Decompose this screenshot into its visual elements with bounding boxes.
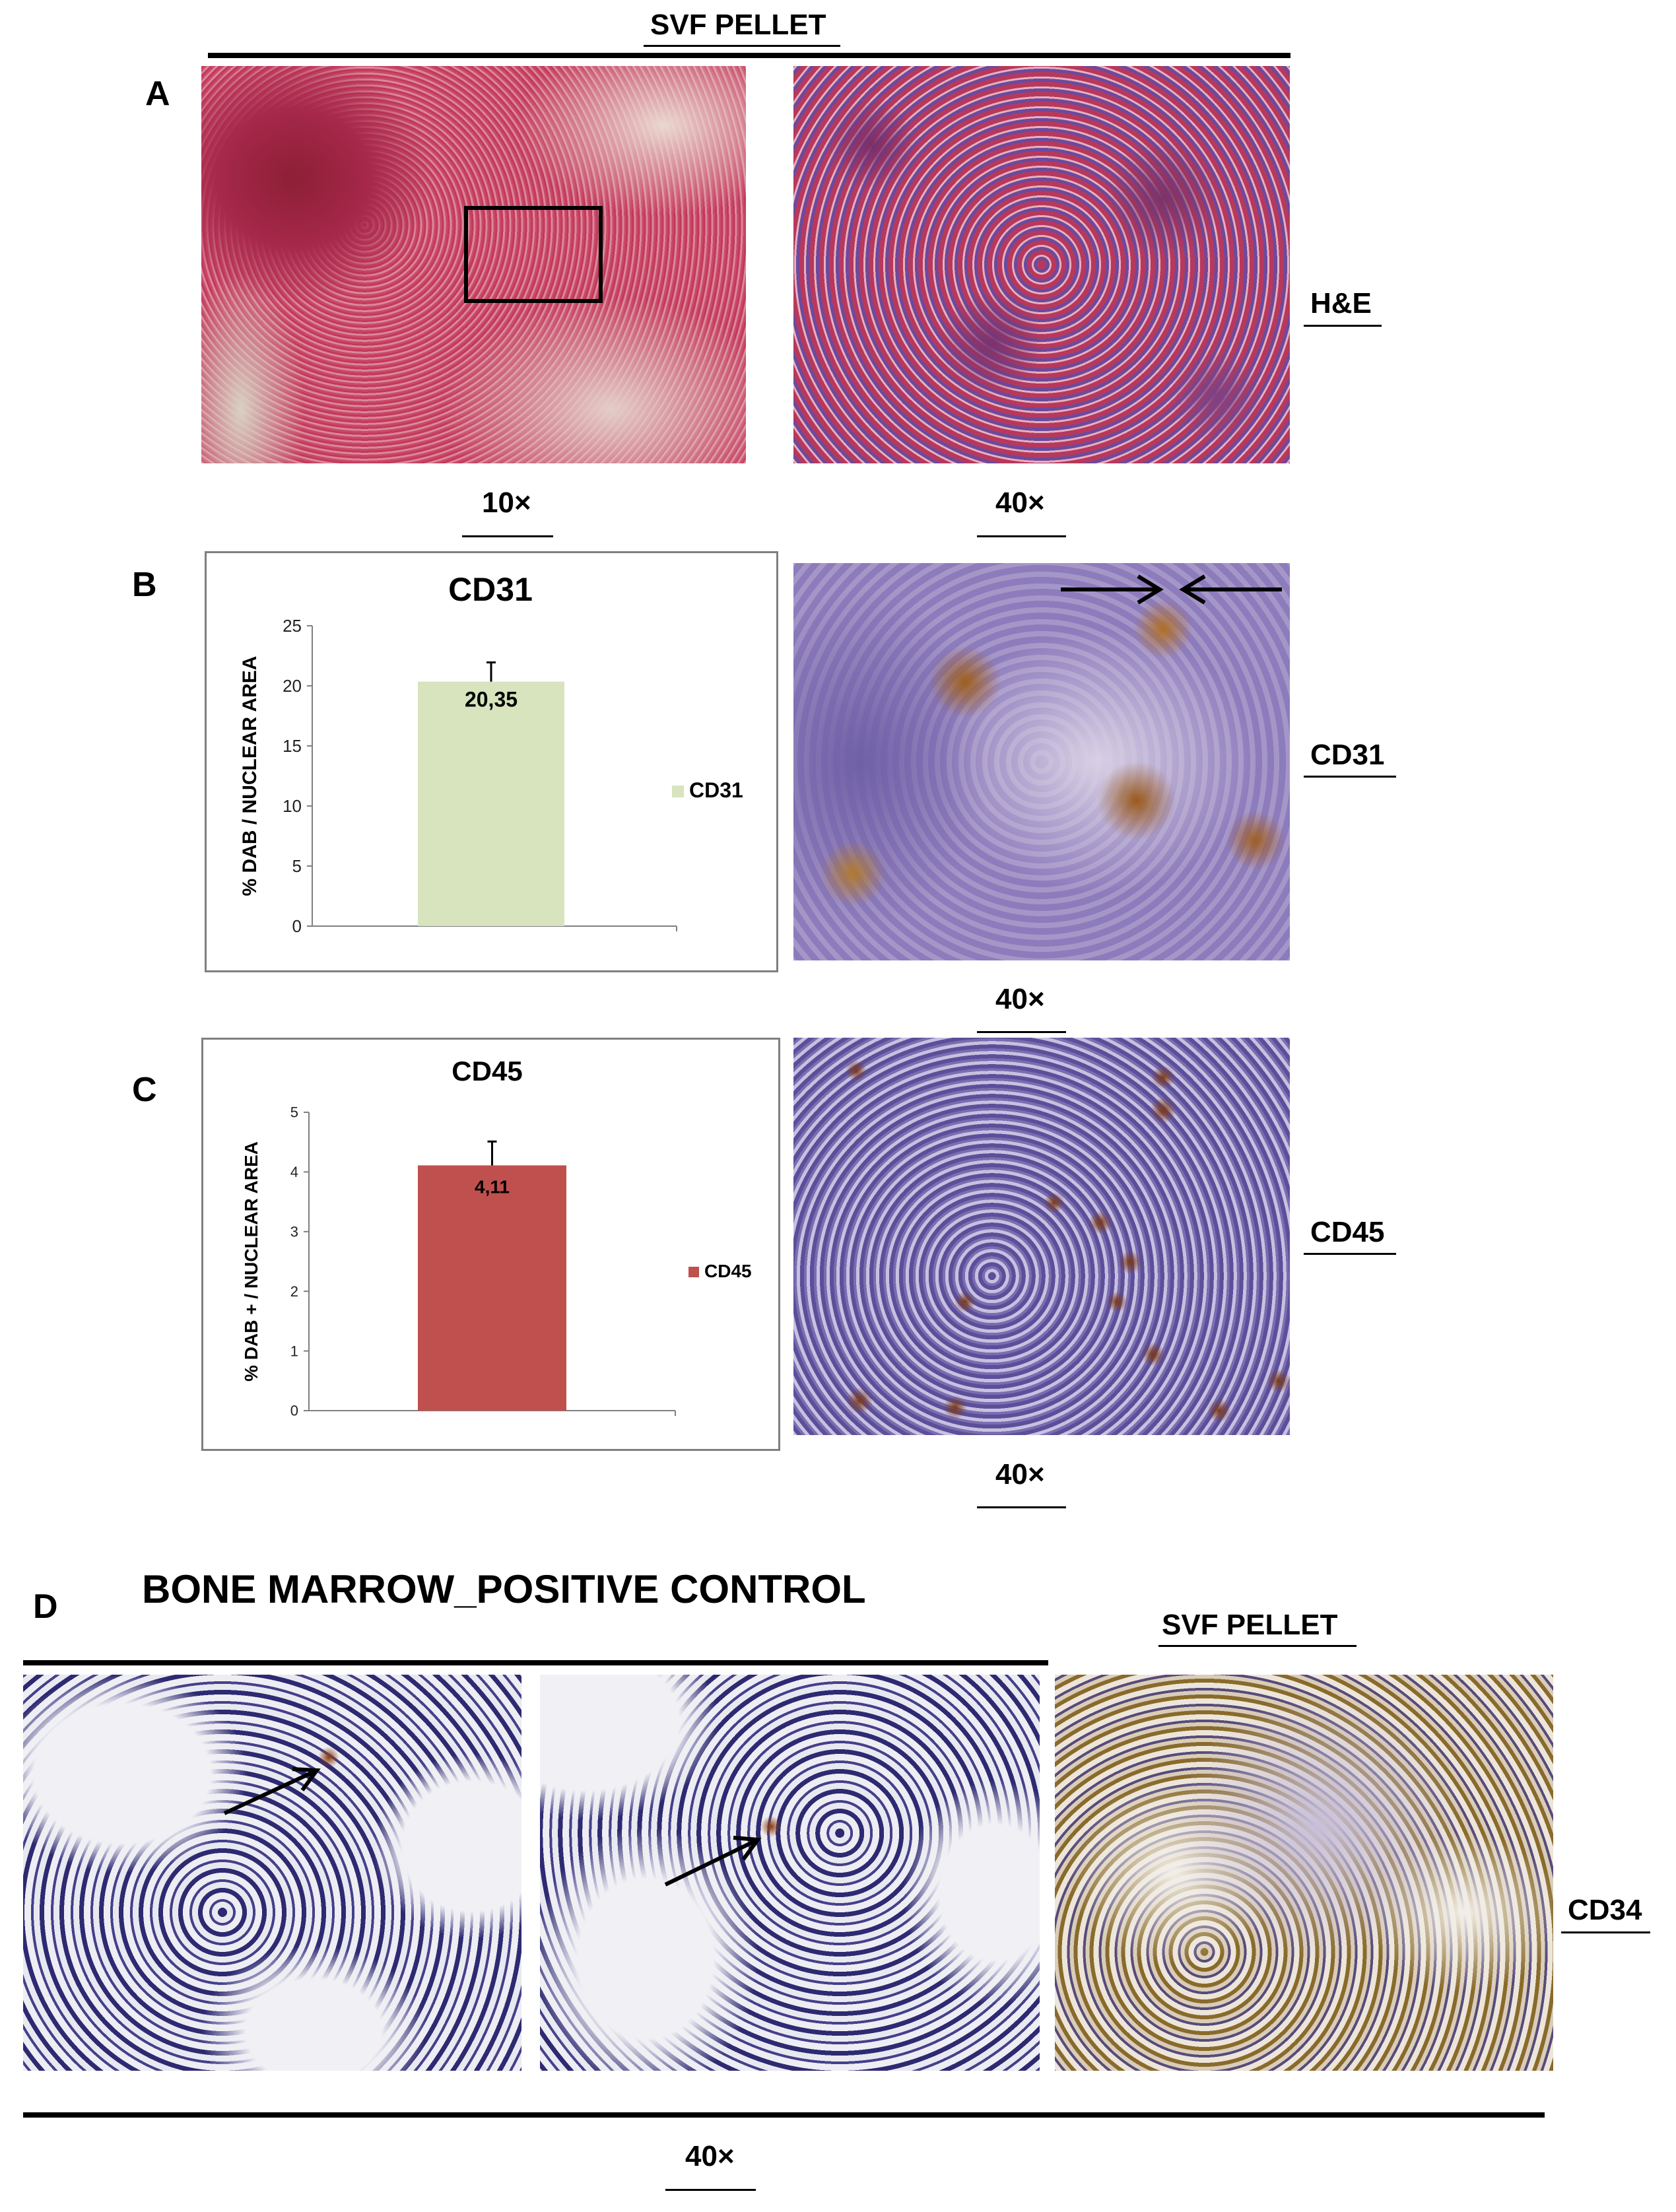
panel-letter-b: B [132,566,157,604]
stain-label-cd31: CD31 [1310,739,1385,771]
y-tick-label: 2 [290,1283,298,1300]
cd45-micrograph [793,1038,1290,1435]
cd31-chart: CD31 0 5 10 15 20 25 % DAB / NUCLEAR AREA 20,35 C… [239,571,743,936]
arrow-icon-right [1061,574,1164,605]
y-axis-label: % DAB / NUCLEAR AREA [239,656,261,896]
y-tick-label: 3 [290,1224,298,1240]
y-tick-label: 5 [290,1104,298,1121]
bottom-rule [23,2112,1545,2118]
zoom-box [464,206,603,303]
y-tick-label: 4 [290,1164,298,1180]
y-tick-label: 5 [292,856,302,876]
cd31-chart-box: CD31 0 5 10 15 20 25 % DAB / NUCLEAR AREA 20,35 C… [205,551,778,972]
arrow-icon-left [1179,574,1282,605]
legend-swatch [672,786,684,797]
he-micrograph-10x [201,66,746,463]
legend-label: CD45 [704,1261,752,1281]
panel-letter-a: A [145,75,170,113]
he-micrograph-40x [793,66,1290,463]
svf-pellet-d-header: SVF PELLET [1162,1609,1338,1641]
cd45-chart-box: CD45 0 1 2 3 4 5 % DAB + / NUCLEAR AREA 4,11 CD45 [201,1038,780,1451]
mag-c-underline [977,1506,1066,1508]
y-axis-label: % DAB + / NUCLEAR AREA [241,1141,261,1382]
data-label: 20,35 [465,688,518,712]
mag-label-a-left: 10× [482,486,531,519]
bar [418,681,564,926]
stain-label-cd45: CD45 [1310,1216,1385,1248]
bone-marrow-header: BONE MARROW_POSITIVE CONTROL [142,1567,866,1611]
bm2-arrow [664,1836,762,1887]
he-underline [1304,325,1382,327]
y-tick-label: 15 [283,736,302,756]
mag-label-d: 40× [685,2140,735,2172]
y-tick-label: 25 [283,616,302,636]
y-tick-label: 0 [290,1403,298,1419]
data-label: 4,11 [475,1176,510,1197]
y-tick-label: 1 [290,1343,298,1359]
y-tick-label: 10 [283,796,302,816]
mag-a-left-underline [462,535,553,537]
mag-label-b: 40× [995,983,1045,1015]
cd34-underline [1561,1931,1650,1933]
bm1-arrow [223,1767,321,1815]
cd31-micrograph [793,563,1290,960]
svf-d-underline [1158,1645,1357,1647]
svf-header-underline [644,45,840,47]
stain-label-cd34: CD34 [1568,1894,1642,1926]
cd31-underline [1304,776,1396,778]
svf-cd34-micrograph [1055,1675,1553,2071]
bone-marrow-rule [23,1660,1048,1665]
chart-title: CD45 [452,1056,522,1087]
arrow-icon [223,1767,321,1815]
panel-letter-d: D [33,1588,58,1626]
legend-label: CD31 [689,778,743,802]
bar [418,1165,566,1411]
mag-d-underline [665,2189,756,2191]
arrow-icon [664,1836,762,1887]
mag-b-underline [977,1031,1066,1033]
bone-marrow-micrograph-2 [540,1675,1040,2071]
legend-swatch [688,1267,699,1277]
y-tick-label: 20 [283,676,302,696]
cd45-chart: CD45 0 1 2 3 4 5 % DAB + / NUCLEAR AREA 4,11 CD45 [241,1056,752,1419]
cd31-arrows [1061,574,1282,605]
bone-marrow-micrograph-1 [23,1675,521,2071]
mag-label-a-right: 40× [995,486,1045,519]
mag-label-c: 40× [995,1458,1045,1491]
cd45-underline [1304,1253,1396,1255]
y-tick-label: 0 [292,916,302,936]
chart-title: CD31 [448,571,533,608]
panel-letter-c: C [132,1071,157,1109]
mag-a-right-underline [977,535,1066,537]
svf-pellet-header: SVF PELLET [650,9,826,41]
stain-label-he: H&E [1310,287,1372,319]
top-rule [208,53,1291,58]
